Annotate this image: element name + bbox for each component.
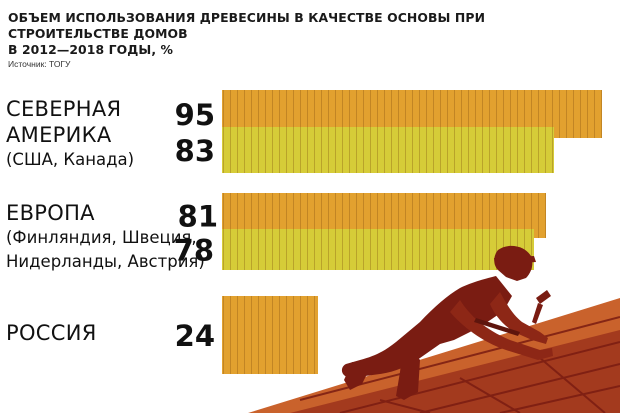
source-note: Источник: ТОГУ [8,59,71,69]
region-countries-line: (Финляндия, Швеция, [6,228,197,247]
region-name-line: ЕВРОПА [6,201,95,225]
region-name-line: СЕВЕРНАЯ [6,97,122,121]
chart-title: ОБЪЕМ ИСПОЛЬЗОВАНИЯ ДРЕВЕСИНЫ В КАЧЕСТВЕ… [8,10,608,58]
bar-plank-texture-5 [222,296,318,374]
chart-title-line-2: В 2012—2018 ГОДЫ, % [8,42,174,57]
region-name-line: РОССИЯ [6,321,97,345]
region-label-europe: ЕВРОПА (Финляндия, Швеция, Нидерланды, А… [6,200,205,274]
value-label-4: 78 [174,234,214,268]
region-label-north-america: СЕВЕРНАЯ АМЕРИКА (США, Канада) [6,96,134,172]
bar-plank-texture-4 [222,229,534,270]
bars-group [222,90,602,374]
region-name-line: АМЕРИКА [6,123,112,147]
value-label-1: 95 [175,98,215,132]
roofer-silhouette-icon [341,245,553,400]
roof-slats [299,316,620,413]
value-label-2: 83 [175,134,215,168]
chart-title-line-1: ОБЪЕМ ИСПОЛЬЗОВАНИЯ ДРЕВЕСИНЫ В КАЧЕСТВЕ… [8,10,486,41]
value-label-3: 81 [178,200,218,234]
region-label-russia: РОССИЯ [6,320,97,346]
region-countries-line: (США, Канада) [6,150,135,169]
region-countries-line: Нидерланды, Австрия) [6,252,205,271]
value-label-5: 24 [175,319,215,353]
bar-plank-texture-2 [222,127,554,173]
